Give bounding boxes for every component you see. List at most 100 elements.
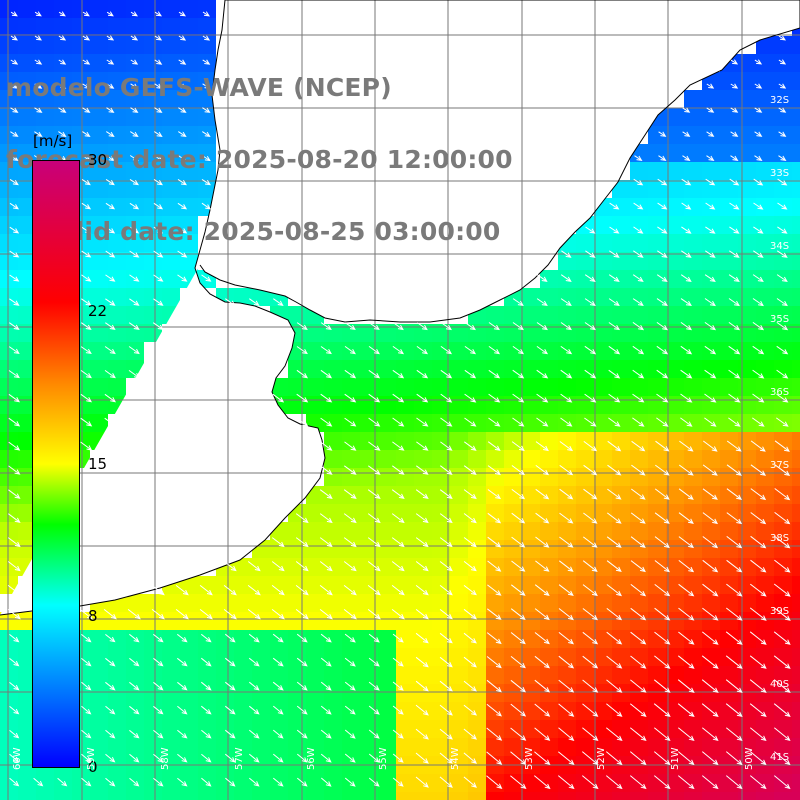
wind-speed-cell: [108, 792, 126, 800]
wind-speed-cell: [576, 342, 594, 360]
wind-arrow: [176, 657, 188, 667]
wind-speed-cell: [396, 720, 414, 738]
wind-arrow: [128, 369, 140, 379]
wind-speed-cell: [648, 450, 666, 468]
wind-speed-cell: [504, 792, 522, 800]
wind-speed-cell: [432, 612, 450, 630]
wind-speed-cell: [54, 792, 72, 800]
wind-speed-cell: [396, 378, 414, 396]
wind-arrow: [319, 513, 333, 524]
wind-arrow: [392, 777, 404, 787]
wind-speed-cell: [396, 324, 414, 342]
wind-speed-cell: [666, 468, 684, 486]
wind-arrow: [152, 322, 164, 330]
wind-speed-cell: [18, 216, 36, 234]
wind-speed-cell: [486, 576, 504, 594]
wind-speed-cell: [738, 288, 756, 306]
wind-speed-cell: [252, 648, 270, 666]
wind-speed-cell: [594, 324, 612, 342]
wind-speed-cell: [306, 702, 324, 720]
wind-speed-cell: [180, 738, 198, 756]
wind-speed-cell: [306, 324, 324, 342]
wind-arrow: [7, 561, 21, 572]
wind-arrow: [654, 607, 671, 621]
wind-speed-cell: [594, 216, 612, 234]
wind-speed-cell: [666, 486, 684, 504]
wind-arrow: [706, 131, 715, 137]
wind-speed-cell: [360, 324, 378, 342]
wind-speed-cell: [576, 558, 594, 576]
wind-speed-cell: [792, 144, 800, 162]
wind-arrow: [367, 561, 381, 572]
wind-arrow: [10, 59, 19, 65]
wind-speed-cell: [738, 198, 756, 216]
wind-arrow: [486, 751, 503, 765]
wind-speed-cell: [684, 738, 702, 756]
wind-arrow: [104, 393, 117, 403]
wind-speed-cell: [324, 450, 342, 468]
wind-speed-cell: [342, 594, 360, 612]
wind-arrow: [559, 488, 574, 500]
wind-speed-cell: [144, 18, 162, 36]
wind-speed-cell: [342, 378, 360, 396]
wind-speed-cell: [252, 594, 270, 612]
wind-arrow: [9, 706, 20, 715]
wind-speed-cell: [90, 288, 108, 306]
wind-speed-cell: [162, 18, 180, 36]
wind-arrow: [629, 775, 647, 790]
wind-arrow: [248, 633, 260, 643]
wind-speed-cell: [594, 252, 612, 270]
wind-arrow: [559, 536, 574, 548]
wind-speed-cell: [18, 108, 36, 126]
wind-arrow: [272, 633, 284, 643]
wind-speed-cell: [756, 432, 774, 450]
wind-speed-cell: [666, 324, 684, 342]
wind-arrow: [391, 585, 405, 596]
wind-speed-cell: [18, 504, 36, 522]
wind-arrow: [130, 11, 138, 17]
wind-speed-cell: [774, 666, 792, 684]
wind-speed-cell: [432, 666, 450, 684]
wind-arrow: [510, 727, 527, 741]
wind-arrow: [632, 274, 644, 282]
wind-speed-cell: [144, 702, 162, 720]
wind-speed-cell: [756, 72, 774, 90]
wind-arrow: [558, 655, 575, 669]
wind-speed-cell: [504, 630, 522, 648]
wind-arrow: [633, 202, 644, 210]
wind-speed-cell: [144, 684, 162, 702]
wind-arrow: [367, 609, 381, 620]
wind-arrow: [559, 441, 574, 452]
wind-speed-cell: [792, 648, 800, 666]
wind-arrow: [488, 393, 501, 403]
wind-speed-cell: [0, 18, 18, 36]
wind-speed-cell: [612, 342, 630, 360]
wind-arrow: [774, 512, 791, 525]
wind-speed-cell: [108, 234, 126, 252]
wind-speed-cell: [378, 648, 396, 666]
wind-arrow: [296, 369, 309, 379]
wind-arrow: [583, 512, 598, 524]
wind-arrow: [248, 705, 260, 715]
wind-arrow: [200, 681, 212, 691]
wind-arrow: [320, 705, 332, 715]
wind-speed-cell: [522, 432, 540, 450]
wind-arrow: [609, 226, 620, 234]
wind-arrow: [9, 202, 19, 210]
wind-speed-cell: [144, 198, 162, 216]
wind-speed-cell: [378, 630, 396, 648]
wind-speed-cell: [594, 792, 612, 800]
wind-speed-cell: [450, 486, 468, 504]
wind-speed-cell: [468, 432, 486, 450]
wind-speed-cell: [594, 648, 612, 666]
wind-speed-cell: [666, 126, 684, 144]
wind-speed-cell: [90, 144, 108, 162]
wind-speed-cell: [540, 306, 558, 324]
wind-speed-cell: [396, 774, 414, 792]
wind-arrow: [320, 346, 332, 355]
wind-arrow: [177, 250, 188, 258]
wind-speed-cell: [774, 162, 792, 180]
wind-speed-cell: [738, 558, 756, 576]
wind-arrow: [129, 202, 140, 210]
wind-arrow: [129, 298, 140, 306]
